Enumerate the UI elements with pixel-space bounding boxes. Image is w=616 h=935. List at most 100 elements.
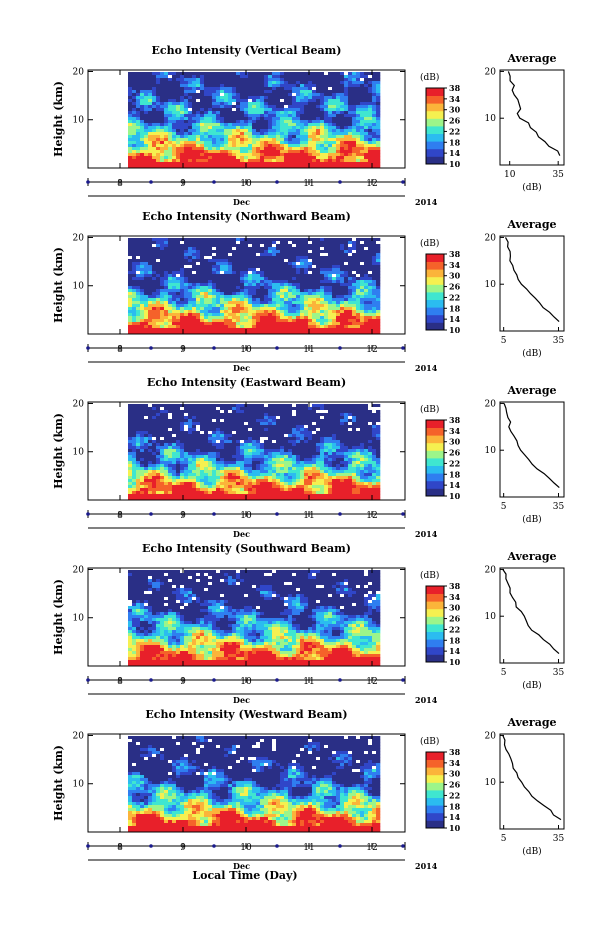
heatmap-cell [360,298,364,301]
heatmap-cell [180,277,184,280]
heatmap-cell [168,322,172,325]
heatmap-cell [264,301,268,304]
heatmap-cell [336,129,340,132]
heatmap-cell [340,162,344,165]
heatmap-cell [240,81,244,84]
heatmap-cell [212,117,216,120]
heatmap-cell [188,274,192,277]
heatmap-cell [296,280,300,283]
heatmap-cell [128,440,132,443]
heatmap-cell [160,265,164,268]
heatmap-cell [180,307,184,310]
heatmap-cell [140,452,144,455]
heatmap-cell [316,253,320,256]
heatmap-cell [168,253,172,256]
heatmap-cell [236,325,240,328]
heatmap-cell [260,93,264,96]
heatmap-cell [172,410,176,413]
heatmap-cell [212,464,216,467]
heatmap-cell [232,277,236,280]
heatmap-cell [220,407,224,410]
heatmap-cell [256,286,260,289]
heatmap-cell [216,452,220,455]
heatmap-cell [136,259,140,262]
heatmap-cell [192,485,196,488]
heatmap-cell [192,443,196,446]
heatmap-cell [304,298,308,301]
heatmap-cell [248,247,252,250]
heatmap-cell [364,120,368,123]
heatmap-cell [188,295,192,298]
heatmap-cell [368,256,372,259]
heatmap-cell [236,105,240,108]
heatmap-cell [180,78,184,81]
heatmap-cell [356,138,360,141]
heatmap-cell [372,111,376,114]
heatmap-cell [240,84,244,87]
heatmap-cell [320,313,324,316]
heatmap-cell [200,485,204,488]
heatmap-cell [260,268,264,271]
heatmap-cell [128,141,132,144]
heatmap-cell [200,491,204,494]
heatmap-cell [208,476,212,479]
heatmap-cell [248,268,252,271]
heatmap-cell [328,93,332,96]
heatmap-cell [224,494,228,497]
heatmap-cell [268,78,272,81]
heatmap-cell [180,96,184,99]
heatmap-cell [176,310,180,313]
heatmap-cell [196,262,200,265]
heatmap-cell [308,325,312,328]
heatmap-cell [132,147,136,150]
heatmap-cell [192,144,196,147]
heatmap-cell [220,286,224,289]
heatmap-cell [240,265,244,268]
x-tick-label: 11 [303,179,314,189]
heatmap-cell [248,153,252,156]
heatmap-cell [292,120,296,123]
heatmap-cell [136,446,140,449]
heatmap-cell [148,443,152,446]
heatmap-cell [128,259,132,262]
heatmap-cell [348,141,352,144]
heatmap-cell [240,256,244,259]
colorbar-tick-label: 14 [449,148,461,158]
heatmap-cell [216,81,220,84]
heatmap-cell [352,292,356,295]
heatmap-cell [276,244,280,247]
heatmap-cell [156,434,160,437]
heatmap-cell [316,132,320,135]
heatmap-cell [192,431,196,434]
heatmap-cell [228,84,232,87]
heatmap-cell [200,256,204,259]
heatmap-cell [312,256,316,259]
heatmap-cell [356,271,360,274]
heatmap-cell [344,126,348,129]
heatmap-cell [204,422,208,425]
heatmap-cell [180,295,184,298]
heatmap-cell [260,271,264,274]
heatmap-cell [320,325,324,328]
heatmap-cell [304,280,308,283]
heatmap-cell [256,298,260,301]
heatmap-cell [260,322,264,325]
heatmap-cell [208,271,212,274]
heatmap-cell [372,316,376,319]
heatmap-cell [148,244,152,247]
heatmap-cell [220,491,224,494]
heatmap-cell [200,476,204,479]
heatmap-cell [364,72,368,75]
heatmap-cell [224,244,228,247]
heatmap-cell [252,307,256,310]
heatmap-cell [324,102,328,105]
heatmap-cell [208,428,212,431]
heatmap-cell [224,295,228,298]
heatmap-cell [192,283,196,286]
heatmap-cell [140,268,144,271]
heatmap-cell [200,422,204,425]
heatmap-cell [164,259,168,262]
heatmap-cell [224,271,228,274]
heatmap-cell [332,126,336,129]
heatmap-cell [260,111,264,114]
